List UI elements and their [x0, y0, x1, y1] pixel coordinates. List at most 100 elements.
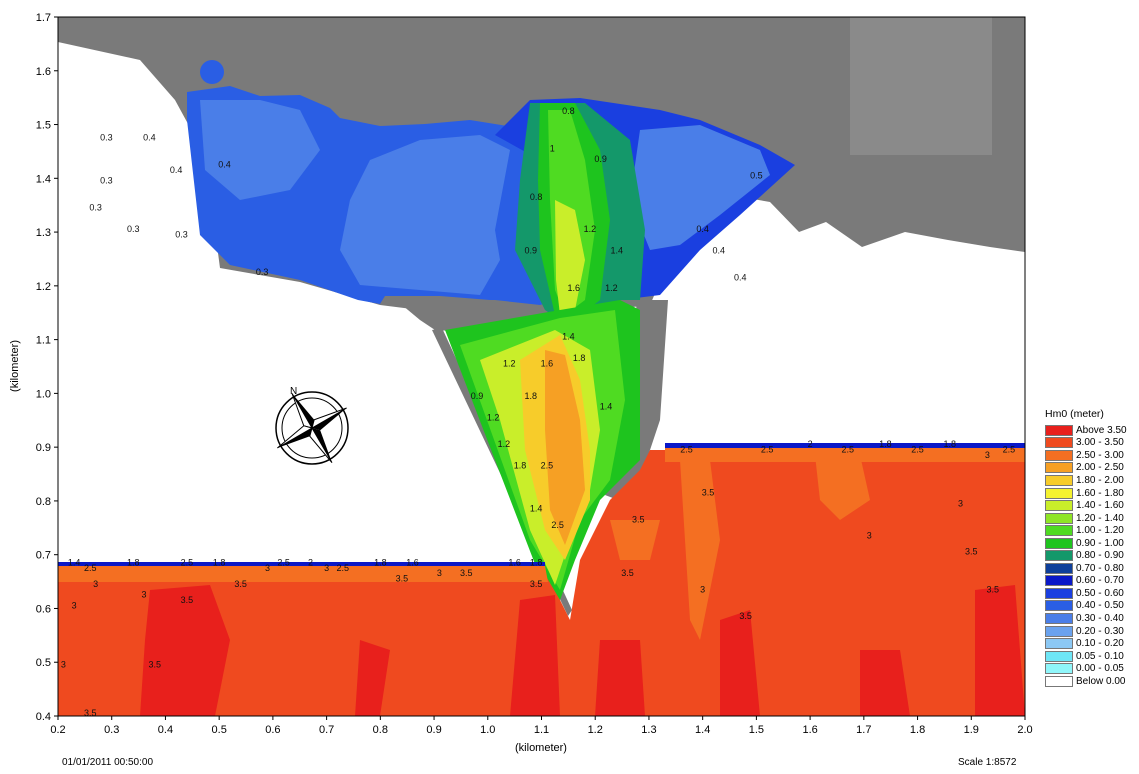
svg-text:N: N — [290, 386, 297, 397]
y-tick-label: 1.4 — [36, 173, 51, 185]
ne-basin-inner — [630, 125, 770, 250]
legend-entry: 3.00 - 3.50 — [1045, 437, 1135, 450]
legend-label: 0.60 - 0.70 — [1076, 575, 1124, 587]
y-tick-label: 0.8 — [36, 496, 51, 508]
legend-label: 1.40 - 1.60 — [1076, 500, 1124, 512]
red-patch-5 — [720, 610, 760, 716]
legend-label: 0.20 - 0.30 — [1076, 625, 1124, 637]
scale-label: Scale 1:8572 — [958, 757, 1017, 768]
contour-label: 1.4 — [600, 402, 613, 412]
y-tick-label: 1.3 — [36, 227, 51, 239]
shore-band-west — [58, 562, 545, 566]
legend-label: 1.00 - 1.20 — [1076, 525, 1124, 537]
x-tick-label: 2.0 — [1017, 724, 1032, 736]
y-axis-label: (kilometer) — [9, 340, 21, 392]
legend-swatch — [1045, 462, 1073, 474]
contour-label: 1.6 — [508, 557, 521, 567]
x-tick-label: 0.9 — [426, 724, 441, 736]
contour-label: 2 — [808, 439, 813, 449]
y-tick-label: 1.7 — [36, 12, 51, 24]
legend-swatch — [1045, 638, 1073, 650]
contour-label: 3.5 — [84, 708, 97, 718]
contour-label: 3.5 — [530, 579, 543, 589]
legend-label: 0.30 - 0.40 — [1076, 612, 1124, 624]
contour-label: 3 — [700, 584, 705, 594]
contour-label: 1.8 — [514, 461, 527, 471]
legend-entry: 0.70 - 0.80 — [1045, 562, 1135, 575]
legend-entry: 0.90 - 1.00 — [1045, 537, 1135, 550]
x-tick-label: 0.4 — [158, 724, 173, 736]
contour-label: 3 — [61, 660, 66, 670]
contour-label: 2.5 — [841, 445, 854, 455]
contour-label: 1.8 — [213, 557, 226, 567]
y-tick-label: 1.2 — [36, 281, 51, 293]
contour-label: 0.3 — [127, 224, 140, 234]
contour-label: 1.2 — [584, 224, 597, 234]
contour-label: 1.4 — [530, 504, 543, 514]
legend-swatch — [1045, 600, 1073, 612]
legend-swatch — [1045, 487, 1073, 499]
contour-label: 3 — [93, 579, 98, 589]
x-tick-label: 0.7 — [319, 724, 334, 736]
contour-label: 0.3 — [256, 267, 269, 277]
shore-band-east — [665, 443, 1025, 448]
contour-label: 3.5 — [396, 574, 409, 584]
legend-label: 1.60 - 1.80 — [1076, 487, 1124, 499]
legend-entry: 0.40 - 0.50 — [1045, 600, 1135, 613]
legend-entry: 0.20 - 0.30 — [1045, 625, 1135, 638]
legend-swatch — [1045, 525, 1073, 537]
contour-label: 2.5 — [277, 557, 290, 567]
contour-label: 2.5 — [1003, 445, 1016, 455]
timestamp: 01/01/2011 00:50:00 — [62, 757, 154, 768]
contour-label: 0.3 — [100, 176, 113, 186]
contour-label: 1.2 — [498, 439, 511, 449]
contour-label: 3.5 — [460, 568, 473, 578]
contour-label: 3.5 — [181, 595, 194, 605]
entrance-orange — [545, 350, 585, 545]
y-tick-label: 1.0 — [36, 388, 51, 400]
contour-label: 2.5 — [336, 563, 349, 573]
legend-swatch — [1045, 587, 1073, 599]
contour-label: 0.9 — [524, 246, 537, 256]
red-patch-4 — [975, 585, 1025, 716]
legend-label: 0.50 - 0.60 — [1076, 587, 1124, 599]
legend-swatch — [1045, 550, 1073, 562]
sea-south-west-band — [58, 566, 548, 582]
red-patch-1 — [140, 585, 230, 716]
x-tick-label: 1.0 — [480, 724, 495, 736]
legend-label: Below 0.00 — [1076, 675, 1126, 687]
legend-label: 0.00 - 0.05 — [1076, 663, 1124, 675]
legend-entry: 0.10 - 0.20 — [1045, 637, 1135, 650]
contour-label: 3 — [324, 563, 329, 573]
contour-label: 0.9 — [594, 154, 607, 164]
contour-label: 2.5 — [761, 445, 774, 455]
y-tick-label: 0.7 — [36, 550, 51, 562]
x-tick-label: 1.5 — [749, 724, 764, 736]
x-axis-label: (kilometer) — [515, 742, 567, 754]
x-tick-label: 1.3 — [641, 724, 656, 736]
legend-entry: 1.80 - 2.00 — [1045, 474, 1135, 487]
legend-swatch — [1045, 537, 1073, 549]
x-tick-label: 1.6 — [802, 724, 817, 736]
legend: Hm0 (meter) Above 3.50 3.00 - 3.50 2.50 - … — [1045, 408, 1135, 687]
nw-basin-inner — [340, 135, 510, 295]
legend-label: 1.20 - 1.40 — [1076, 512, 1124, 524]
legend-label: 0.90 - 1.00 — [1076, 537, 1124, 549]
y-axis: 0.4 0.5 0.6 0.7 0.8 0.9 1.0 1.1 1.2 1.3 1.4 1.5 1.6 1… — [36, 12, 58, 723]
legend-label: 0.05 - 0.10 — [1076, 650, 1124, 662]
contour-label: 0.3 — [175, 229, 188, 239]
legend-label: 1.80 - 2.00 — [1076, 474, 1124, 486]
nw-basin-upper — [200, 100, 320, 200]
y-tick-label: 1.6 — [36, 66, 51, 78]
contour-label: 1.4 — [68, 557, 81, 567]
x-tick-label: 1.1 — [534, 724, 549, 736]
x-tick-label: 0.3 — [104, 724, 119, 736]
legend-label: 0.10 - 0.20 — [1076, 638, 1124, 650]
legend-swatch — [1045, 449, 1073, 461]
legend-entry: 0.80 - 0.90 — [1045, 549, 1135, 562]
contour-label: 0.3 — [89, 203, 102, 213]
contour-label: 3 — [985, 450, 990, 460]
land-patch — [850, 17, 992, 155]
legend-swatch — [1045, 474, 1073, 486]
legend-swatch — [1045, 562, 1073, 574]
